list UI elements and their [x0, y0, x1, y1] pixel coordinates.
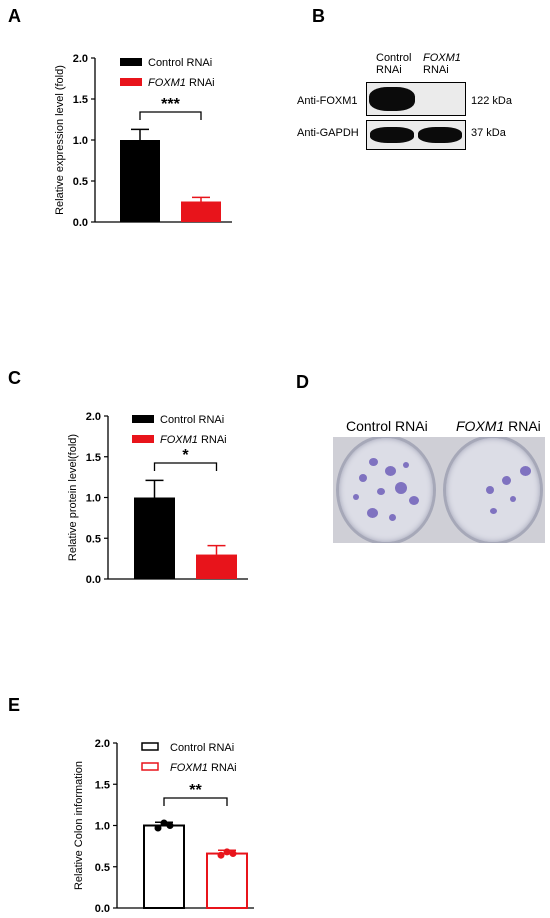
colony: [385, 466, 396, 476]
bar-control: [143, 824, 185, 909]
y-tick-label: 0.0: [73, 217, 88, 229]
y-tick-label: 1.0: [95, 821, 110, 833]
blot-gapdh-membrane: [366, 120, 466, 150]
colony: [353, 494, 359, 500]
panel-label-b: B: [312, 6, 325, 26]
colony: [486, 486, 494, 494]
bar-control: [134, 497, 175, 579]
y-tick-label: 0.0: [95, 903, 110, 915]
y-tick-label: 1.5: [86, 452, 101, 464]
colony-label-control: Control RNAi: [346, 418, 428, 434]
colony: [359, 474, 367, 482]
colony: [369, 458, 378, 466]
legend-label: FOXM1 RNAi: [160, 434, 227, 446]
legend-swatch: [141, 762, 159, 771]
y-axis-label: Relative Colon information: [73, 761, 85, 890]
colony: [395, 482, 407, 494]
significance-label: ***: [161, 96, 180, 113]
blot-lane-foxm1-line1: FOXM1: [423, 52, 461, 64]
bar-foxm1: [181, 201, 221, 222]
colony-label-foxm1: FOXM1 RNAi: [456, 418, 541, 434]
blot-band-gapdh-control: [370, 127, 414, 143]
data-point: [223, 848, 231, 856]
legend-label: Control RNAi: [148, 57, 212, 69]
data-point: [229, 850, 237, 858]
data-point: [154, 824, 162, 832]
colony: [377, 488, 385, 495]
y-tick-label: 0.5: [86, 533, 101, 545]
panel-label-c: C: [8, 368, 21, 388]
y-tick-label: 2.0: [95, 738, 110, 750]
y-tick-label: 1.5: [95, 779, 110, 791]
y-tick-label: 2.0: [86, 411, 101, 423]
blot-lane-control-line1: Control: [376, 52, 412, 64]
colony: [389, 514, 396, 521]
blot-row2-kda: 37 kDa: [471, 127, 506, 139]
data-point: [160, 819, 168, 827]
legend-label: FOXM1 RNAi: [148, 77, 215, 89]
colony: [367, 508, 378, 518]
y-tick-label: 0.5: [95, 862, 110, 874]
colony: [502, 476, 511, 485]
colony-plate-photo: [333, 437, 545, 543]
blot-row2-label: Anti-GAPDH: [297, 127, 359, 139]
colony: [490, 508, 497, 514]
bar-chart-a: 0.0 0.5 1.0 1.5 2.0 Relative expression level…: [54, 53, 232, 229]
bar-chart-e: 0.0 0.5 1.0 1.5 2.0 Relative Colon informatio…: [73, 738, 254, 915]
y-tick-label: 1.0: [86, 493, 101, 505]
y-tick-label: 0.5: [73, 176, 88, 188]
colony-label-foxm1-suffix: RNAi: [504, 418, 541, 434]
bar-foxm1: [206, 852, 248, 910]
y-tick-label: 0.0: [86, 574, 101, 586]
significance-bracket: [163, 797, 228, 806]
blot-lane-foxm1-label: FOXM1 RNAi: [423, 52, 461, 76]
blot-lane-foxm1-line2: RNAi: [423, 64, 449, 76]
legend-swatch: [141, 742, 159, 751]
blot-row1-label: Anti-FOXM1: [297, 95, 358, 107]
colony: [403, 462, 409, 468]
blot-row1-kda: 122 kDa: [471, 95, 512, 107]
significance-bracket: [139, 111, 202, 120]
panel-label-d: D: [296, 372, 309, 392]
panel-label-e: E: [8, 695, 21, 715]
data-point: [166, 822, 174, 829]
blot-band-gapdh-foxm1: [418, 127, 462, 143]
y-axis-label: Relative protein level(fold): [67, 434, 79, 561]
colony: [520, 466, 531, 476]
blot-foxm1-membrane: [366, 82, 466, 116]
y-tick-label: 1.5: [73, 94, 88, 106]
data-point: [217, 851, 225, 859]
blot-band-foxm1-control: [369, 87, 415, 111]
dish-control: [336, 437, 436, 543]
blot-lane-control-line2: RNAi: [376, 64, 402, 76]
blot-lane-control-label: Control RNAi: [376, 52, 411, 76]
legend-swatch: [120, 58, 142, 66]
significance-bracket: [153, 462, 218, 471]
panel-label-a: A: [8, 6, 21, 26]
legend-label: FOXM1 RNAi: [170, 762, 237, 774]
dish-foxm1: [443, 437, 543, 543]
y-tick-label: 2.0: [73, 53, 88, 65]
bar-control: [120, 140, 160, 222]
legend-swatch: [120, 78, 142, 86]
legend-swatch: [132, 435, 154, 443]
legend-label: Control RNAi: [160, 414, 224, 426]
colony: [510, 496, 516, 502]
legend-label: Control RNAi: [170, 742, 234, 754]
y-axis-label: Relative expression level (fold): [54, 65, 66, 215]
bar-chart-c: 0.0 0.5 1.0 1.5 2.0 Relative protein level(fo…: [67, 411, 248, 586]
colony-label-foxm1-gene: FOXM1: [456, 418, 505, 434]
significance-label: *: [182, 447, 189, 464]
bar-foxm1: [196, 554, 237, 579]
y-tick-label: 1.0: [73, 135, 88, 147]
significance-label: **: [189, 782, 202, 799]
legend-swatch: [132, 415, 154, 423]
colony: [409, 496, 419, 505]
